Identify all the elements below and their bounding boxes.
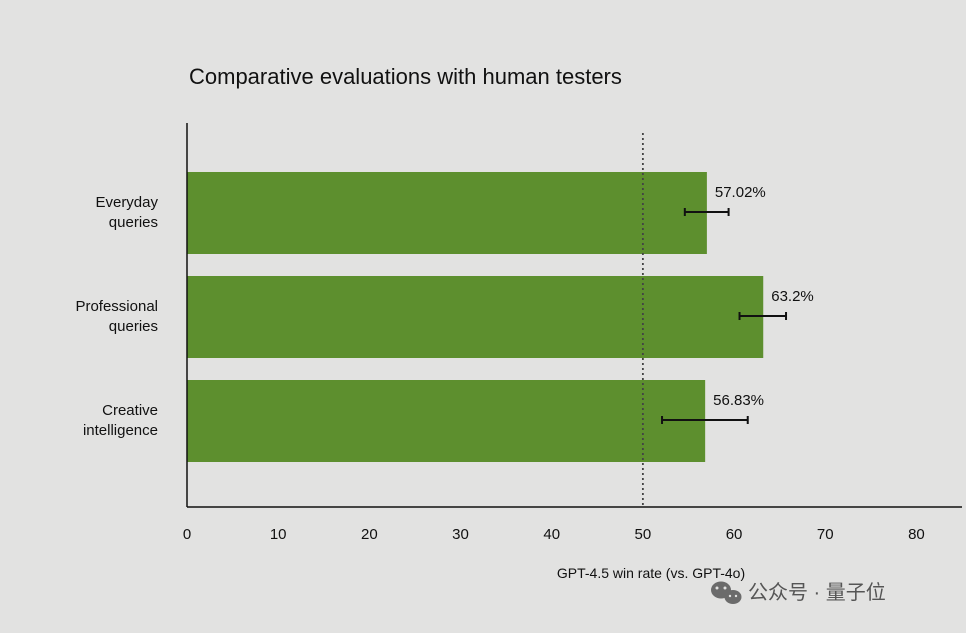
wechat-icon [711,581,742,604]
error-bar-0 [683,208,730,216]
x-axis-label: GPT-4.5 win rate (vs. GPT-4o) [557,565,745,581]
category-labels-layer: Everyday queries Professional queries Creati… [75,194,158,439]
watermark-text: 公众号 · 量子位 [748,581,886,604]
x-tick-label: 20 [361,526,378,543]
error-bars-layer [661,208,788,424]
value-label-1: 63.2% [771,288,814,305]
bar-1 [187,276,764,358]
x-tick-label: 60 [726,526,743,543]
category-label-0: Everyday queries [95,194,158,231]
category-label-2: Creative intelligence [83,402,158,439]
category-label-line: Professional [75,298,158,315]
watermark: 公众号 · 量子位 [711,581,886,604]
category-label-line: Everyday [95,194,158,211]
error-bar-1 [738,312,788,320]
category-label-1: Professional queries [75,298,158,335]
category-label-line: Creative [102,402,158,419]
category-label-line: queries [109,318,158,335]
bar-0 [187,172,707,254]
chart-title: Comparative evaluations with human teste… [189,64,622,89]
bar-2 [187,380,706,462]
x-tick-label: 0 [183,526,191,543]
x-tick-labels-layer: 0 10 20 30 40 50 60 70 80 [183,526,925,543]
bars-layer [187,172,764,462]
x-tick-label: 30 [452,526,469,543]
x-tick-label: 40 [543,526,560,543]
category-label-line: queries [109,214,158,231]
axes-layer [186,123,962,508]
x-tick-label: 10 [270,526,287,543]
category-label-line: intelligence [83,422,158,439]
x-tick-label: 70 [817,526,834,543]
value-label-2: 56.83% [713,392,764,409]
x-tick-label: 80 [908,526,925,543]
x-tick-label: 50 [635,526,652,543]
value-labels-layer: 57.02% 63.2% 56.83% [713,184,814,409]
error-bar-2 [661,416,749,424]
value-label-0: 57.02% [715,184,766,201]
